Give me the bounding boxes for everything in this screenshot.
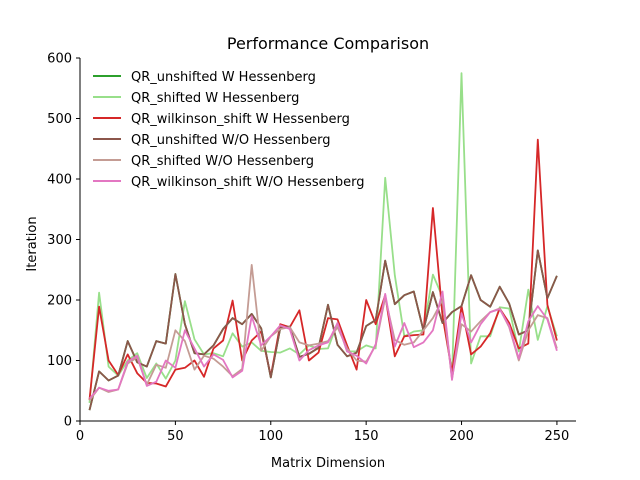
y-tick-label: 200 <box>47 294 72 309</box>
y-axis-ticks: 0 100 200 300 400 500 600 <box>47 52 80 430</box>
x-tick-label: 250 <box>545 429 570 444</box>
y-tick-label: 300 <box>47 233 72 248</box>
x-tick-label: 50 <box>167 429 184 444</box>
y-tick-label: 600 <box>47 52 72 67</box>
legend-label: QR_unshifted W/O Hessenberg <box>131 133 330 148</box>
series-line-3 <box>88 138 558 400</box>
x-axis-label: Matrix Dimension <box>271 456 385 471</box>
legend: QR_unshifted W Hessenberg QR_shifted W He… <box>93 70 364 190</box>
y-tick-label: 400 <box>47 173 72 188</box>
x-tick-label: 200 <box>449 429 474 444</box>
legend-label: QR_shifted W Hessenberg <box>131 91 299 106</box>
legend-label: QR_shifted W/O Hessenberg <box>131 154 314 169</box>
chart-title: Performance Comparison <box>227 34 429 53</box>
legend-label: QR_wilkinson_shift W Hessenberg <box>131 112 350 127</box>
y-tick-label: 500 <box>47 112 72 127</box>
x-tick-label: 150 <box>354 429 379 444</box>
legend-label: QR_wilkinson_shift W/O Hessenberg <box>131 175 364 190</box>
y-tick-label: 100 <box>47 354 72 369</box>
y-tick-label: 0 <box>64 415 72 430</box>
x-axis-ticks: 0 50 100 150 200 250 <box>76 421 569 444</box>
series-line-6 <box>88 290 558 400</box>
x-tick-label: 100 <box>258 429 283 444</box>
plot-area <box>88 72 558 411</box>
series-line-2 <box>88 72 558 403</box>
x-tick-label: 0 <box>76 429 84 444</box>
series-line-4 <box>88 249 558 411</box>
legend-label: QR_unshifted W Hessenberg <box>131 70 316 85</box>
y-axis-label: Iteration <box>25 216 40 271</box>
